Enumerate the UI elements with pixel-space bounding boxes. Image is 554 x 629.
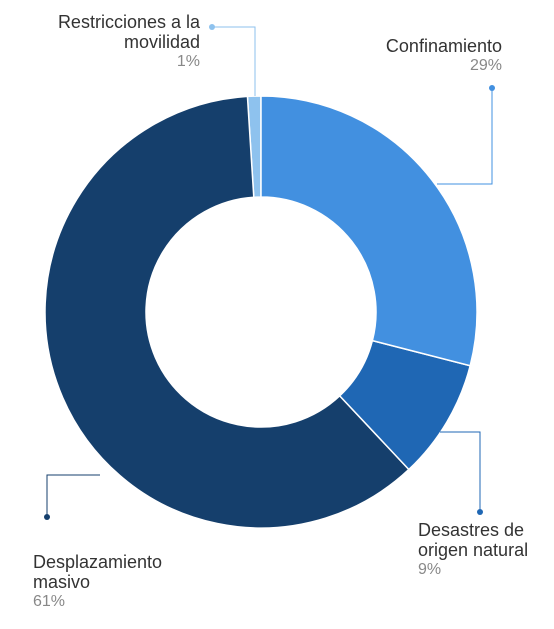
leader-line [212, 26, 256, 96]
value-label: 9% [418, 561, 442, 578]
leader-line [46, 474, 100, 517]
value-label: 61% [33, 593, 66, 610]
category-label: Desplazamiento masivo [33, 552, 163, 592]
slice-label: Restricciones a la movilidad 1% [10, 12, 200, 72]
slice-label: Confinamiento 29% [302, 36, 502, 76]
donut-slice [338, 339, 472, 471]
donut-slice [260, 95, 478, 367]
category-label: Restricciones a la movilidad [57, 12, 200, 52]
leader-line [440, 431, 481, 512]
leader-dot [44, 514, 50, 520]
value-label: 29% [469, 57, 502, 74]
category-label: Confinamiento [385, 36, 502, 56]
leader-dot [489, 85, 495, 91]
leader-dot [477, 509, 483, 515]
leader-dot [209, 24, 215, 30]
leader-line [437, 88, 493, 185]
donut-slice [44, 95, 410, 529]
value-label: 1% [176, 53, 200, 70]
category-label: Desastres de origen natural [418, 520, 529, 560]
slice-label: Desastres de origen natural 9% [418, 520, 554, 580]
slice-label: Desplazamiento masivo 61% [33, 552, 203, 612]
